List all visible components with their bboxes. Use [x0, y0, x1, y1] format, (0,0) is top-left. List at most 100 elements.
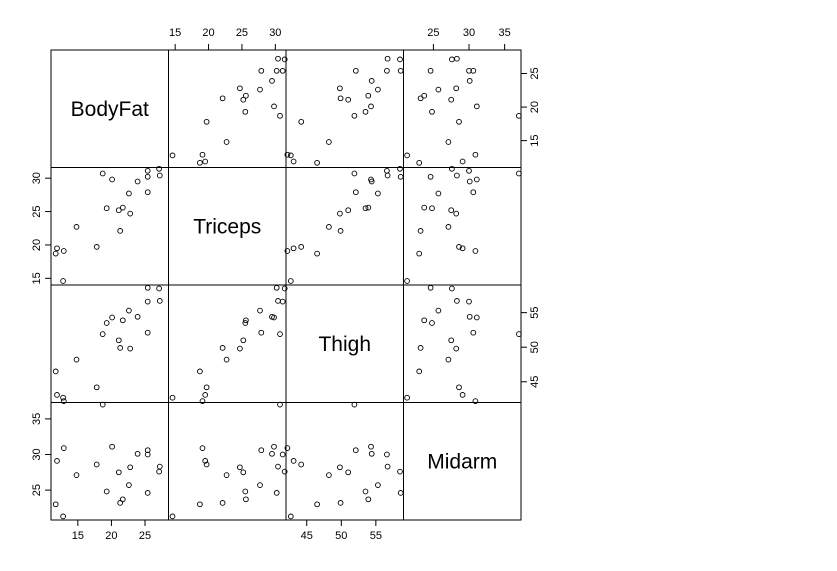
- data-point: [284, 151, 291, 158]
- data-point: [337, 500, 344, 506]
- data-point: [156, 468, 162, 475]
- data-point: [435, 86, 442, 93]
- data-point: [281, 285, 288, 292]
- data-point: [351, 112, 358, 119]
- data-point: [368, 103, 374, 110]
- data-point: [472, 398, 479, 404]
- data-point: [421, 204, 428, 211]
- data-point: [144, 490, 151, 496]
- data-point: [345, 207, 352, 214]
- data-point: [326, 224, 332, 230]
- data-point: [421, 92, 428, 99]
- data-point: [427, 67, 434, 74]
- data-point: [127, 210, 134, 217]
- data-point: [397, 468, 403, 475]
- data-point: [202, 458, 209, 464]
- data-point: [144, 173, 151, 180]
- data-point: [237, 464, 243, 471]
- data-point: [337, 228, 344, 234]
- y-tick-label-thigh: 55: [529, 307, 541, 319]
- data-point: [134, 450, 141, 457]
- data-point: [470, 189, 477, 196]
- data-point: [454, 172, 460, 179]
- y-tick-label-thigh: 45: [529, 376, 541, 388]
- data-point: [219, 345, 226, 351]
- data-point: [290, 458, 297, 464]
- data-point: [269, 313, 275, 320]
- data-point: [472, 248, 479, 254]
- data-point: [375, 482, 381, 488]
- data-point: [427, 284, 434, 291]
- data-point: [429, 320, 435, 326]
- data-point: [103, 205, 110, 212]
- data-point: [144, 329, 151, 336]
- data-point: [199, 398, 206, 404]
- data-point: [277, 331, 283, 337]
- data-point: [466, 313, 473, 320]
- data-point: [466, 298, 472, 305]
- data-point: [134, 313, 141, 320]
- data-point: [445, 356, 452, 363]
- data-point: [223, 356, 230, 363]
- data-point: [427, 173, 434, 180]
- x-tick-label-thigh: 45: [301, 530, 313, 542]
- data-point: [144, 447, 151, 454]
- data-point: [473, 314, 480, 321]
- data-point: [93, 461, 100, 468]
- data-point: [144, 284, 151, 291]
- data-point: [362, 205, 369, 212]
- data-point: [54, 245, 60, 252]
- data-point: [156, 285, 162, 292]
- data-point: [243, 92, 249, 99]
- data-point: [99, 331, 106, 337]
- data-point: [429, 108, 435, 115]
- data-point: [337, 95, 344, 102]
- data-point: [368, 450, 375, 457]
- data-point: [269, 450, 275, 457]
- data-point: [298, 244, 305, 250]
- data-point: [281, 56, 288, 63]
- data-point: [470, 67, 477, 74]
- data-point: [258, 447, 265, 454]
- panel-thigh-vs-midarm: [403, 284, 522, 403]
- data-point: [365, 496, 372, 503]
- data-point: [384, 55, 391, 62]
- data-point: [115, 207, 122, 214]
- data-point: [240, 96, 247, 103]
- panel-triceps-vs-bodyfat: [50, 167, 169, 286]
- data-point: [351, 401, 358, 408]
- data-point: [60, 513, 66, 520]
- data-point: [459, 245, 466, 252]
- x-tick-label-triceps: 15: [169, 27, 181, 39]
- data-point: [269, 78, 275, 84]
- y-tick-label-midarm: 35: [31, 413, 43, 425]
- data-point: [453, 85, 460, 92]
- data-point: [352, 189, 359, 196]
- data-point: [240, 469, 247, 476]
- data-point: [351, 170, 358, 177]
- data-point: [284, 248, 291, 254]
- data-point: [287, 513, 294, 520]
- panel-bodyfat-vs-midarm: [403, 49, 522, 168]
- diagonal-label-thigh: Thigh: [318, 333, 371, 356]
- data-point: [117, 228, 124, 234]
- data-point: [375, 190, 381, 197]
- data-point: [365, 204, 372, 211]
- data-point: [417, 95, 424, 102]
- data-point: [126, 307, 132, 314]
- data-point: [435, 307, 442, 314]
- data-point: [119, 317, 126, 324]
- data-point: [453, 210, 460, 217]
- data-point: [516, 112, 522, 119]
- data-point: [257, 86, 263, 93]
- data-point: [144, 167, 151, 174]
- data-point: [73, 356, 80, 363]
- data-point: [345, 96, 352, 103]
- data-point: [417, 345, 424, 351]
- data-point: [203, 384, 210, 391]
- data-point: [448, 337, 455, 344]
- data-point: [144, 298, 151, 305]
- data-point: [109, 176, 115, 183]
- data-point: [117, 345, 124, 351]
- data-point: [134, 178, 141, 185]
